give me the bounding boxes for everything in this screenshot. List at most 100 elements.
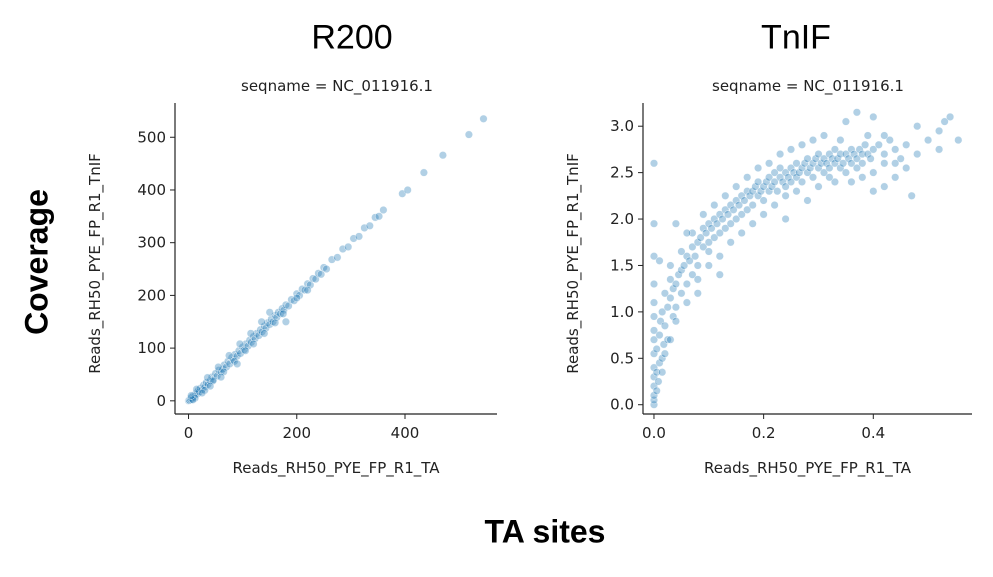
data-point [759,182,768,191]
data-point [748,219,757,228]
data-point [767,182,776,191]
data-point [754,163,763,172]
data-point [935,145,944,154]
data-point [787,163,796,172]
x-axis-label: Reads_RH50_PYE_FP_R1_TA [232,459,440,478]
data-point [880,131,889,140]
data-point [680,261,689,270]
data-point [659,340,668,349]
data-point [820,154,829,163]
data-point [699,224,708,233]
data-point [199,381,208,390]
data-point [225,351,234,360]
data-point [671,303,680,312]
data-point [650,400,659,409]
data-point [650,312,659,321]
data-point [743,187,752,196]
data-point [740,196,749,205]
data-point [781,191,790,200]
data-point [658,307,667,316]
x-tick-label: 0.0 [642,424,666,442]
data-point [907,191,916,200]
data-point [748,187,757,196]
data-point [188,395,197,404]
data-point [271,318,280,327]
data-point [322,265,331,274]
data-point [792,159,801,168]
data-point [896,154,905,163]
data-point [375,212,384,221]
data-point [693,261,702,270]
data-point [403,185,412,194]
data-point [663,335,672,344]
x-axis-label: Reads_RH50_PYE_FP_R1_TA [704,459,912,478]
data-point [710,201,719,210]
data-point [869,187,878,196]
data-point [279,309,288,318]
data-point [798,140,807,149]
data-point [704,247,713,256]
data-point [650,349,659,358]
data-point [798,177,807,186]
data-point [776,163,785,172]
y-tick-label: 300 [137,234,166,252]
data-point [806,163,815,172]
data-point [691,252,700,261]
data-point [836,150,845,159]
data-point [233,352,242,361]
data-point [660,349,669,358]
data-point [820,131,829,140]
x-tick-label: 0.4 [861,424,885,442]
data-point [754,191,763,200]
data-point [836,163,845,172]
data-point [756,187,765,196]
data-point [671,280,680,289]
data-point [693,238,702,247]
data-point [688,270,697,279]
data-point [759,196,768,205]
data-point [803,154,812,163]
data-point [811,154,820,163]
data-point [303,286,312,295]
data-point [652,345,661,354]
data-point [814,150,823,159]
data-point [784,173,793,182]
data-point [726,201,735,210]
data-point [913,122,922,131]
data-point [666,294,675,303]
data-point [688,228,697,237]
data-point [745,191,754,200]
data-point [809,159,818,168]
data-point [650,219,659,228]
data-point [650,298,659,307]
data-point [688,242,697,251]
data-point [841,168,850,177]
data-point [781,182,790,191]
data-point [803,196,812,205]
data-point [861,140,870,149]
data-point [781,168,790,177]
data-point [847,145,856,154]
data-point [737,191,746,200]
y-tick-label: 200 [137,286,166,304]
data-point [650,326,659,335]
y-tick-label: 2.0 [610,210,634,228]
data-point [724,210,733,219]
data-point [841,117,850,126]
data-point [792,173,801,182]
data-point [751,182,760,191]
data-point [660,321,669,330]
data-point [203,373,212,382]
data-point [292,294,301,303]
data-point [869,145,878,154]
data-point [737,228,746,237]
data-point [671,317,680,326]
y-tick-label: 1.5 [610,256,634,274]
data-point [710,233,719,242]
data-point [789,168,798,177]
data-point [866,154,875,163]
data-point [693,275,702,284]
data-point [652,386,661,395]
data-point [713,219,722,228]
